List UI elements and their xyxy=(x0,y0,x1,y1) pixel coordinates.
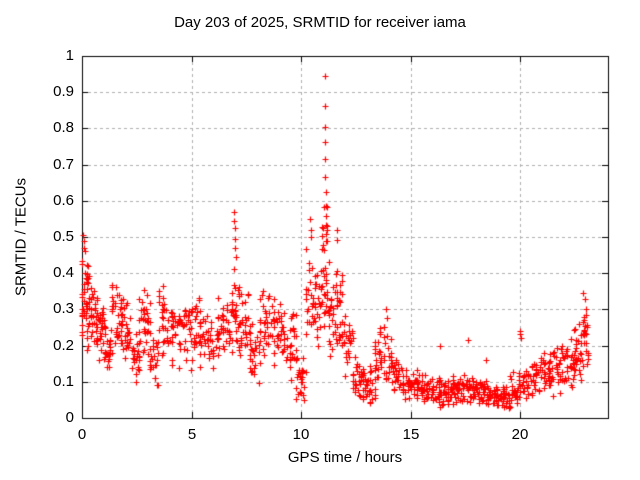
y-tick-label: 0.8 xyxy=(53,119,74,136)
y-tick-label: 0.1 xyxy=(53,373,74,390)
x-tick-label: 10 xyxy=(292,426,310,443)
x-axis-title: GPS time / hours xyxy=(287,449,403,466)
y-tick-label: 0.7 xyxy=(53,156,74,173)
x-tick-label: 0 xyxy=(77,426,87,443)
x-tick-label: 20 xyxy=(511,426,529,443)
y-tick-label: 1 xyxy=(65,47,74,64)
x-tick-label: 5 xyxy=(187,426,197,443)
y-tick-label: 0.2 xyxy=(53,337,74,354)
y-tick-label: 0.3 xyxy=(53,300,74,317)
y-tick-label: 0.5 xyxy=(53,228,74,245)
y-tick-label: 0.9 xyxy=(53,83,74,100)
x-tick-label: 15 xyxy=(402,426,420,443)
y-tick-label: 0.4 xyxy=(53,264,74,281)
chart-title: Day 203 of 2025, SRMTID for receiver iam… xyxy=(174,14,466,31)
y-tick-label: 0 xyxy=(65,409,74,426)
y-tick-label: 0.6 xyxy=(53,192,74,209)
